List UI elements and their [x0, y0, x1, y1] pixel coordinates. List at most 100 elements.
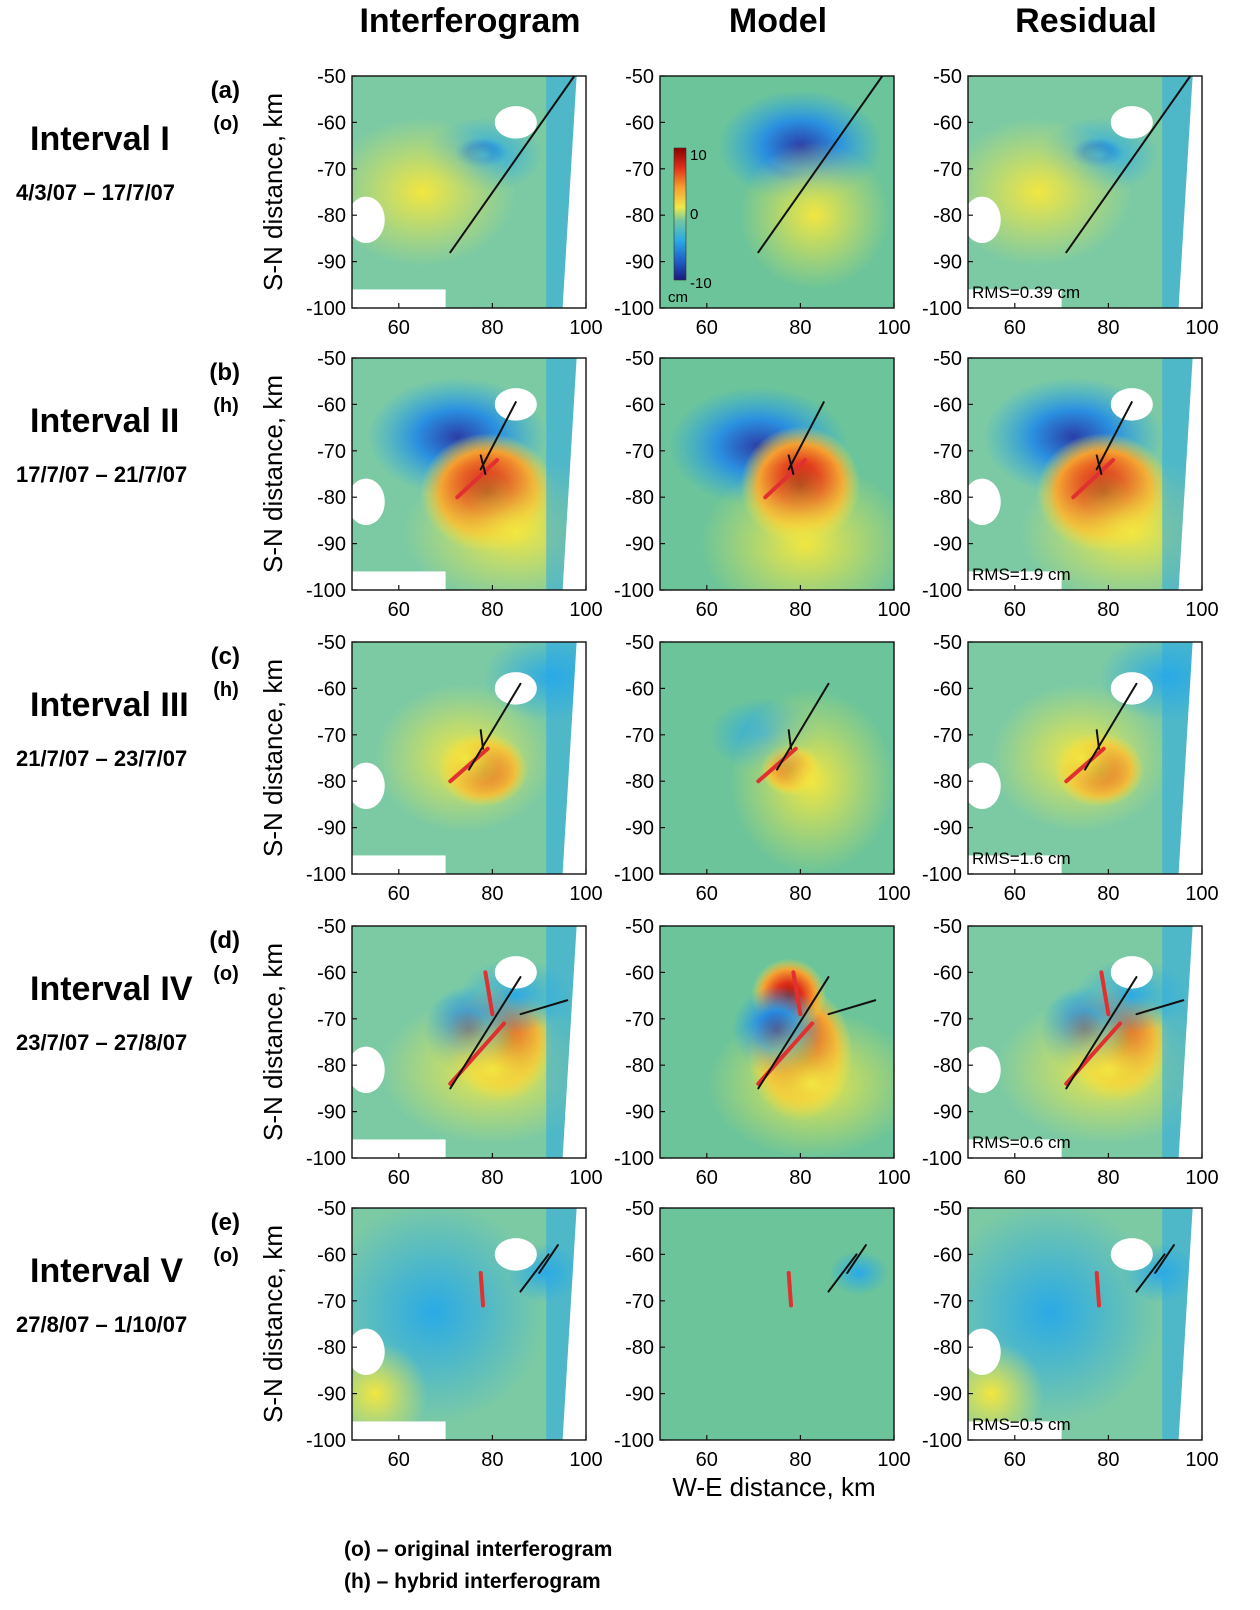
fault-trace — [479, 454, 487, 475]
y-tick-label: -90 — [317, 252, 346, 274]
y-tick-label: -70 — [317, 1291, 346, 1313]
no-data-area — [968, 478, 1001, 526]
no-data-area — [562, 1208, 586, 1440]
y-tick-label: -50 — [625, 632, 654, 654]
x-tick-label: 60 — [388, 1449, 410, 1471]
y-tick-label: -50 — [317, 916, 346, 938]
y-tick-label: -100 — [922, 580, 962, 602]
interferogram-panel: -50 -60 -70 -80 -90 -100 60 80 100 — [306, 916, 603, 1189]
y-tick-label: -100 — [306, 864, 346, 886]
no-data-area — [968, 289, 1062, 308]
interval-dates: 4/3/07 – 17/7/07 — [16, 180, 175, 205]
no-data-area — [1110, 1238, 1153, 1271]
x-tick-label: 80 — [481, 317, 503, 339]
y-tick-label: -50 — [933, 632, 962, 654]
y-tick-label: -70 — [933, 725, 962, 747]
interferogram-type-mark: (h) — [213, 395, 239, 417]
no-data-area — [968, 1421, 1062, 1440]
y-tick-label: -90 — [317, 818, 346, 840]
panel-frame — [967, 1207, 1203, 1441]
y-tick-label: -90 — [625, 1102, 654, 1124]
footnote-original: (o) – original interferogram — [344, 1538, 612, 1561]
interval-label: Interval III — [30, 686, 189, 724]
footnote-hybrid: (h) – hybrid interferogram — [344, 1570, 601, 1593]
column-title-interferogram: Interferogram — [359, 2, 580, 40]
fault-trace — [1095, 401, 1133, 471]
deformation-lobe — [380, 995, 586, 1145]
y-tick-label: -70 — [933, 1291, 962, 1313]
panel-frame — [351, 1207, 587, 1441]
no-data-area — [494, 106, 537, 139]
interval-dates: 17/7/07 – 21/7/07 — [16, 462, 187, 487]
interferogram-type-mark: (o) — [213, 1245, 239, 1267]
y-tick-label: -80 — [625, 487, 654, 509]
panel-frame — [967, 75, 1203, 309]
x-tick-label: 60 — [1004, 1449, 1026, 1471]
column-title-model: Model — [729, 2, 827, 40]
y-tick-label: -50 — [317, 1198, 346, 1220]
x-tick-label: 80 — [481, 1167, 503, 1189]
model-panel: -50 -60 -70 -80 -90 -100 60 80 100 — [614, 1198, 911, 1471]
x-tick-label: 80 — [789, 1449, 811, 1471]
no-data-area — [352, 289, 446, 308]
y-tick-label: -60 — [317, 112, 346, 134]
fault-trace — [1065, 976, 1138, 1090]
y-tick-label: -50 — [625, 916, 654, 938]
x-tick-label: 80 — [1097, 1449, 1119, 1471]
y-tick-label: -90 — [933, 818, 962, 840]
x-tick-label: 100 — [569, 317, 602, 339]
rms-value: RMS=0.6 cm — [972, 1133, 1071, 1152]
fault-trace — [519, 999, 569, 1016]
no-data-area — [968, 1046, 1001, 1094]
residual-panel: -50 -60 -70 -80 -90 -100 60 80 100 RMS=0.6 cm — [922, 916, 1219, 1189]
deformation-lobe — [729, 688, 894, 874]
y-tick-label: -50 — [933, 348, 962, 370]
interval-label: Interval IV — [30, 970, 193, 1008]
x-tick-label: 60 — [1004, 883, 1026, 905]
fault-trace — [787, 729, 793, 750]
y-tick-label: -60 — [625, 678, 654, 700]
x-tick-label: 100 — [1185, 883, 1218, 905]
y-tick-label: -70 — [625, 159, 654, 181]
rms-value: RMS=1.6 cm — [972, 849, 1071, 868]
y-tick-label: -60 — [933, 678, 962, 700]
x-axis-label: W-E distance, km — [672, 1472, 875, 1502]
fault-trace — [479, 729, 485, 750]
panel-frame — [967, 641, 1203, 875]
y-tick-label: -80 — [625, 205, 654, 227]
no-data-area — [494, 388, 537, 421]
no-data-area — [562, 642, 586, 874]
y-tick-label: -80 — [625, 1055, 654, 1077]
fault-trace — [827, 999, 877, 1016]
no-data-area — [1110, 106, 1153, 139]
no-data-area — [352, 1046, 385, 1094]
rms-value: RMS=0.39 cm — [972, 283, 1080, 302]
fault-trace-red — [448, 746, 490, 784]
colorbar-unit: cm — [668, 289, 688, 306]
residual-panel: -50 -60 -70 -80 -90 -100 60 80 100 RMS=0.39 cm — [922, 66, 1219, 339]
panel-frame — [659, 1207, 895, 1441]
model-panel: -50 -60 -70 -80 -90 -100 60 80 100 — [614, 916, 911, 1189]
interval-label: Interval I — [30, 120, 170, 158]
y-tick-label: -90 — [933, 1384, 962, 1406]
deformation-lobe — [739, 140, 890, 290]
y-tick-label: -70 — [625, 1009, 654, 1031]
interferogram-panel: -50 -60 -70 -80 -90 -100 60 80 100 — [306, 66, 603, 339]
interferogram-panel: -50 -60 -70 -80 -90 -100 60 80 100 — [306, 1198, 603, 1471]
y-tick-label: -60 — [625, 1244, 654, 1266]
residual-panel: -50 -60 -70 -80 -90 -100 60 80 100 RMS=0.5 cm — [922, 1198, 1219, 1471]
panel-frame — [351, 925, 587, 1159]
y-tick-label: -70 — [317, 1009, 346, 1031]
y-tick-label: -70 — [625, 1291, 654, 1313]
x-tick-label: 100 — [877, 1167, 910, 1189]
no-data-area — [352, 571, 446, 590]
fault-trace — [519, 1253, 550, 1293]
no-data-area — [562, 76, 586, 308]
no-data-area — [1178, 76, 1202, 308]
y-tick-label: -90 — [625, 818, 654, 840]
no-data-area — [494, 1238, 537, 1271]
interferogram-panel: -50 -60 -70 -80 -90 -100 60 80 100 — [306, 348, 603, 621]
y-tick-label: -70 — [933, 1009, 962, 1031]
fault-trace — [757, 76, 884, 254]
